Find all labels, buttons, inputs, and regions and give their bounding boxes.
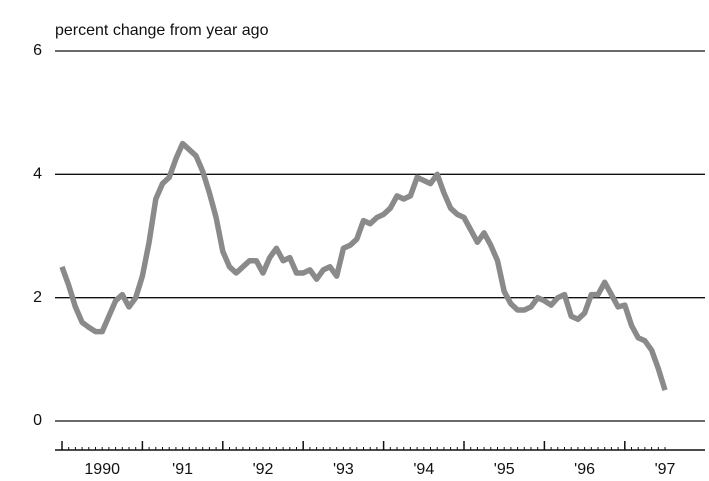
data-line — [59, 140, 668, 392]
x-tick-label: '91 — [172, 461, 193, 478]
x-tick-label: '96 — [574, 461, 595, 478]
y-axis-label: percent change from year ago — [55, 22, 269, 39]
x-tick-label: 1990 — [84, 461, 120, 478]
y-tick-label: 2 — [33, 289, 42, 306]
x-tick-label: '93 — [333, 461, 354, 478]
y-tick-label: 4 — [33, 166, 42, 183]
x-tick-label: '95 — [494, 461, 515, 478]
x-tick-label: '94 — [413, 461, 434, 478]
y-tick-label: 0 — [33, 412, 42, 429]
y-tick-label: 6 — [33, 42, 42, 59]
x-tick-label: '92 — [253, 461, 274, 478]
x-tick-label: '97 — [655, 461, 676, 478]
